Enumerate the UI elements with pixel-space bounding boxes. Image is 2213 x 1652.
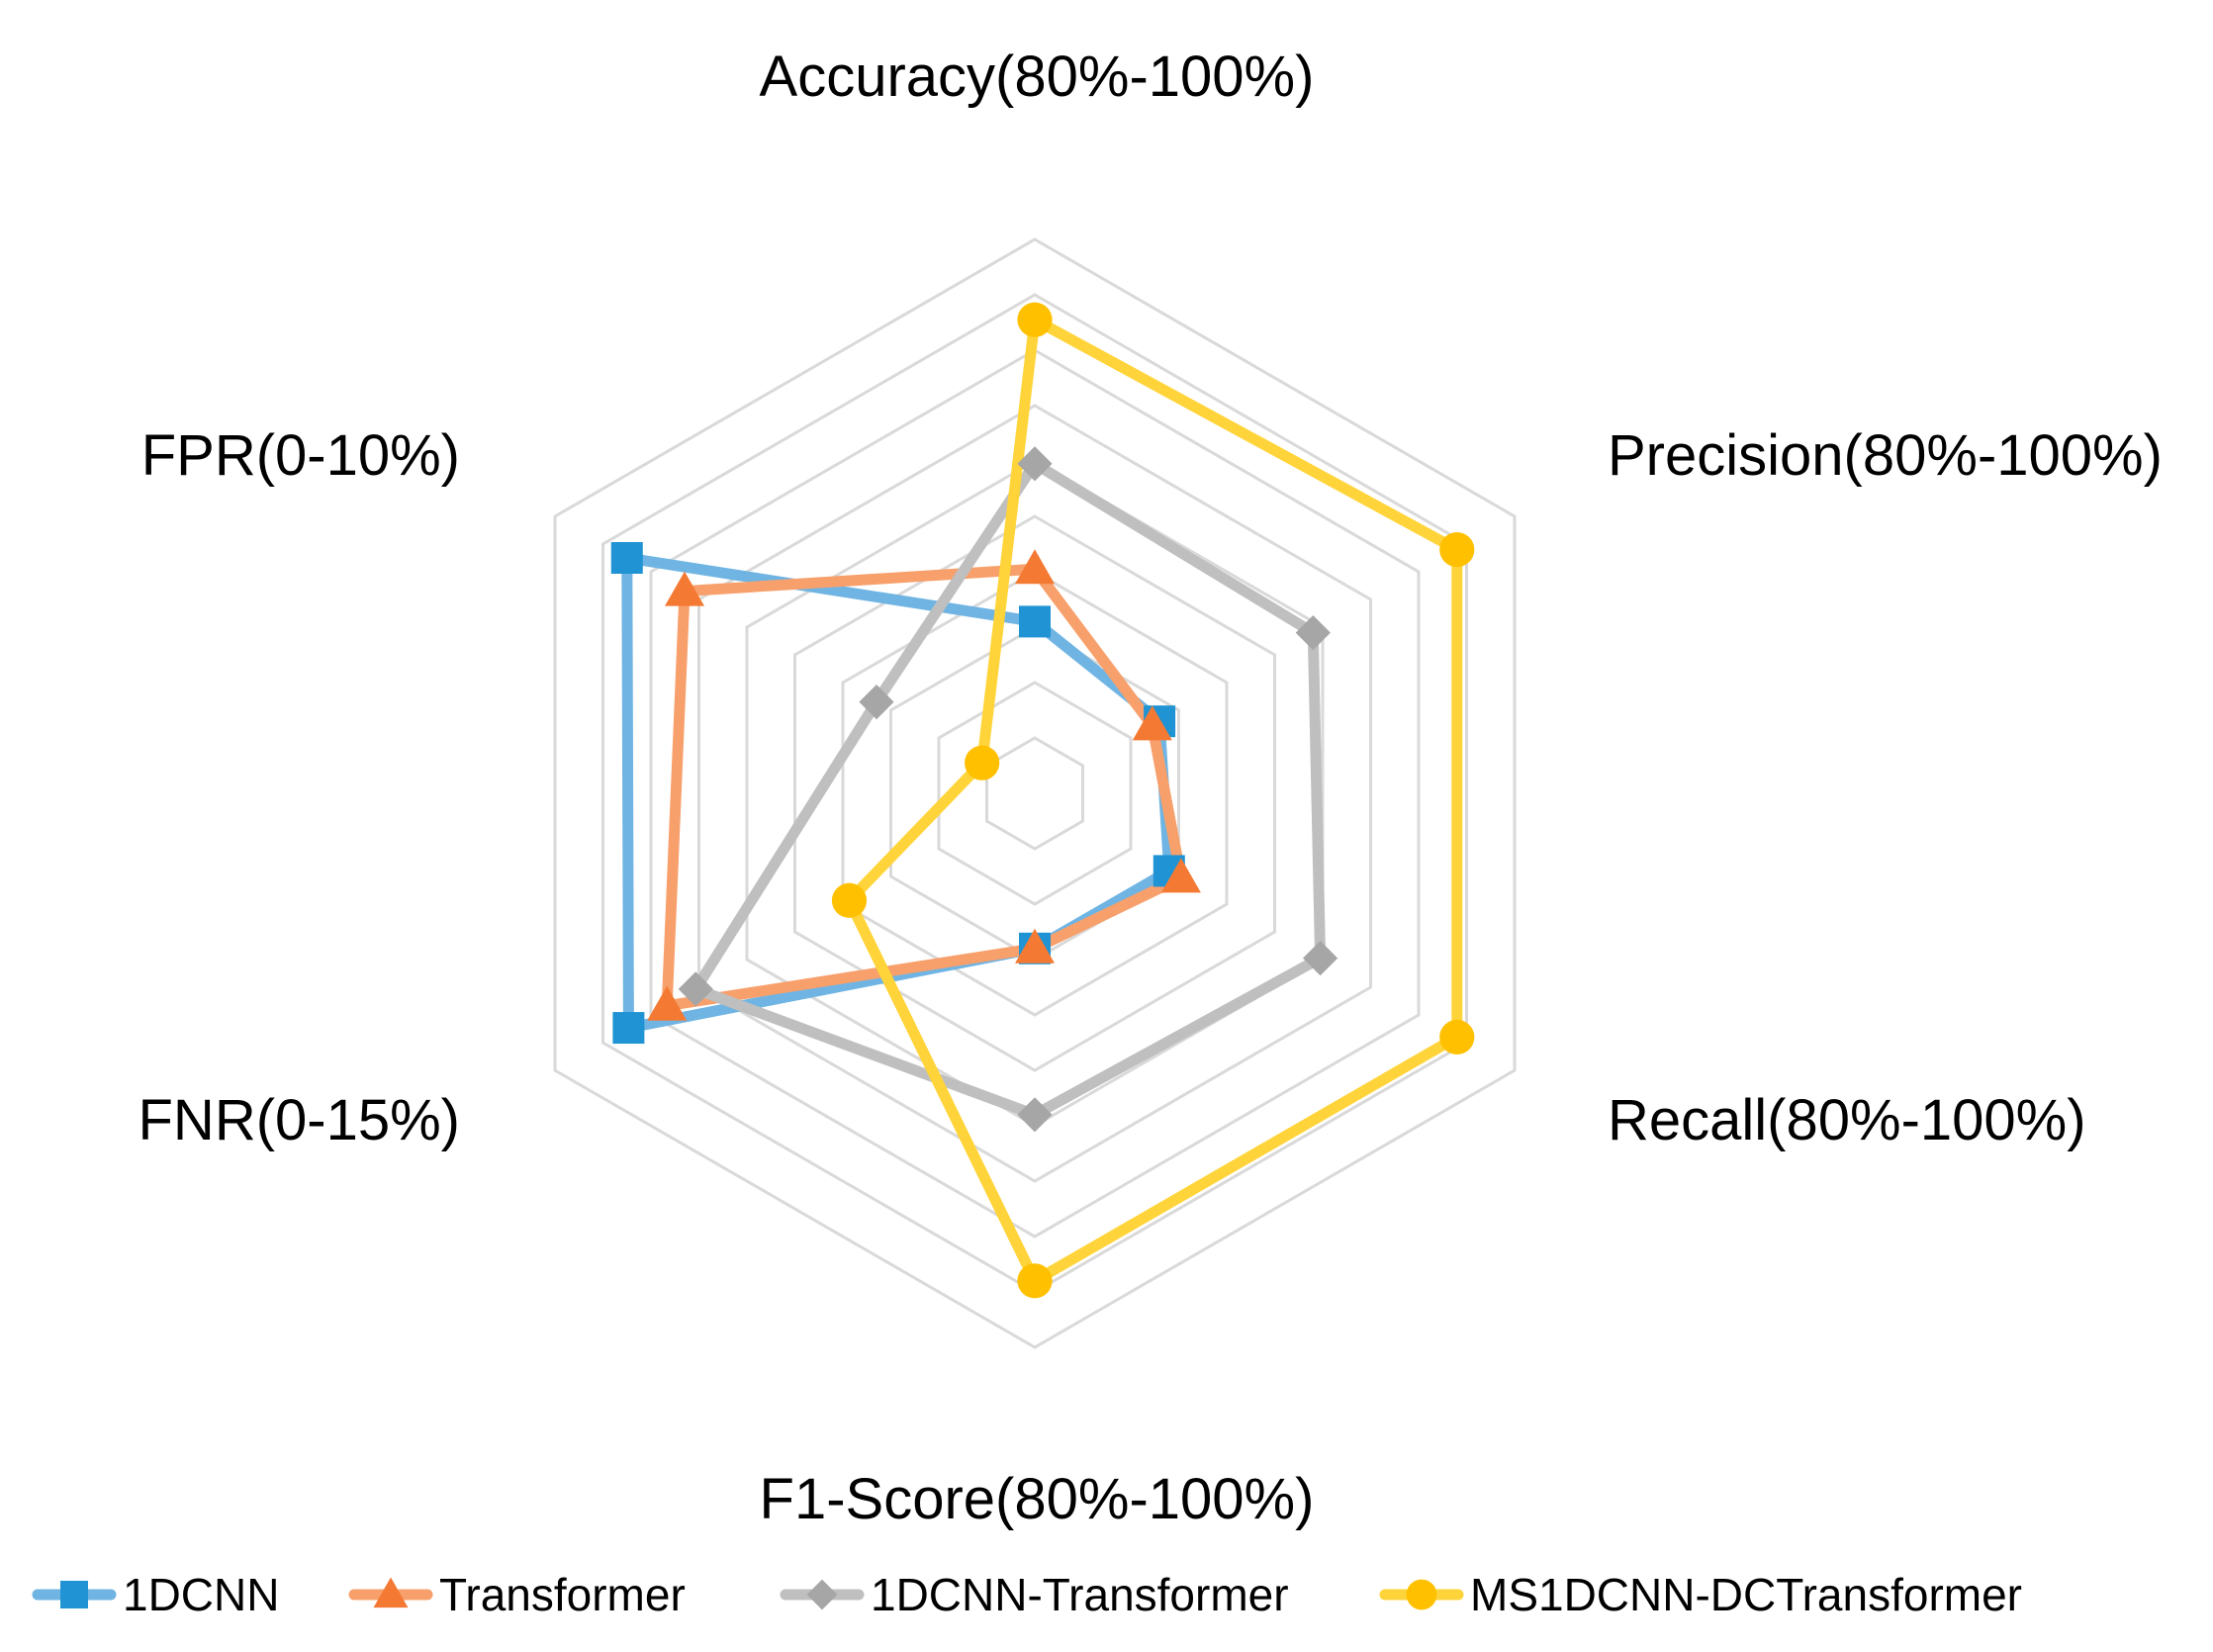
data-point-ms1dcnn-dctransformer-recall bbox=[1439, 1019, 1475, 1055]
legend-label-1dcnn-transformer: 1DCNN-Transformer bbox=[871, 1569, 1289, 1620]
grid-ring-1 bbox=[985, 736, 1084, 851]
axis-label-fnr: FNR(0-15%) bbox=[138, 1088, 461, 1152]
data-point-transformer-accuracy bbox=[1015, 549, 1055, 585]
data-point-transformer-f1-score bbox=[1015, 928, 1055, 964]
axis-label-accuracy: Accuracy(80%-100%) bbox=[760, 45, 1315, 109]
axis-label-precision: Precision(80%-100%) bbox=[1608, 423, 2163, 488]
grid-ring-7 bbox=[697, 404, 1372, 1183]
legend-label-ms1dcnn-dctransformer: MS1DCNN-DCTransformer bbox=[1470, 1569, 2022, 1620]
data-point-ms1dcnn-dctransformer-fnr bbox=[831, 882, 868, 918]
data-point-transformer-fnr bbox=[647, 985, 688, 1021]
grid-ring-9 bbox=[601, 293, 1468, 1294]
legend-label-transformer: Transformer bbox=[439, 1569, 686, 1620]
data-point-transformer-fpr bbox=[665, 571, 704, 606]
grid-ring-10 bbox=[553, 237, 1517, 1349]
data-point-transformer-precision bbox=[1132, 705, 1172, 741]
legend-symbol-transformer bbox=[373, 1577, 409, 1608]
data-point-1dcnn-fnr bbox=[612, 1012, 645, 1045]
data-point-transformer-recall bbox=[1160, 858, 1201, 893]
legend-symbol-1dcnn bbox=[60, 1581, 88, 1608]
data-point-1dcnn-transformer-accuracy bbox=[1017, 446, 1053, 482]
data-point-ms1dcnn-dctransformer-fpr bbox=[965, 745, 1000, 780]
data-point-1dcnn-transformer-fnr bbox=[678, 971, 713, 1007]
data-point-1dcnn-fpr bbox=[610, 542, 643, 574]
radar-grid bbox=[553, 237, 1517, 1349]
data-point-ms1dcnn-dctransformer-accuracy bbox=[1017, 302, 1053, 337]
grid-ring-5 bbox=[793, 514, 1276, 1072]
grid-ring-2 bbox=[937, 681, 1133, 906]
data-point-1dcnn-transformer-precision bbox=[1295, 615, 1331, 651]
legend-symbol-ms1dcnn-dctransformer bbox=[1406, 1579, 1437, 1610]
data-point-1dcnn-transformer-fpr bbox=[859, 685, 894, 720]
series-line-1dcnn bbox=[621, 552, 1175, 1034]
data-point-1dcnn-transformer-f1-score bbox=[1017, 1097, 1053, 1133]
grid-ring-3 bbox=[889, 625, 1180, 962]
legend-item-transformer: Transformer bbox=[348, 1569, 686, 1620]
axis-label-recall: Recall(80%-100%) bbox=[1608, 1088, 2086, 1152]
legend-marker-1dcnn bbox=[60, 1581, 88, 1608]
data-point-ms1dcnn-dctransformer-precision bbox=[1439, 532, 1475, 568]
axis-label-f1-score: F1-Score(80%-100%) bbox=[760, 1467, 1315, 1531]
data-point-ms1dcnn-dctransformer-f1-score bbox=[1017, 1263, 1053, 1299]
legend-label-1dcnn: 1DCNN bbox=[123, 1569, 279, 1620]
legend-item-1dcnn: 1DCNN bbox=[32, 1569, 279, 1620]
grid-ring-4 bbox=[841, 570, 1229, 1017]
grid-ring-8 bbox=[649, 348, 1421, 1239]
legend-symbol-1dcnn-transformer bbox=[806, 1579, 838, 1610]
series-line-ms1dcnn-dctransformer bbox=[844, 314, 1463, 1287]
axis-label-fpr: FPR(0-10%) bbox=[141, 423, 460, 488]
legend-item-1dcnn-transformer: 1DCNN-Transformer bbox=[780, 1569, 1289, 1620]
legend-marker-ms1dcnn-dctransformer bbox=[1406, 1579, 1437, 1610]
legend-item-ms1dcnn-dctransformer: MS1DCNN-DCTransformer bbox=[1379, 1569, 2022, 1620]
legend-marker-1dcnn-transformer bbox=[806, 1579, 838, 1610]
series-markers bbox=[610, 302, 1475, 1299]
legend: 1DCNN Transformer 1DCNN-Transformer MS1D… bbox=[32, 1569, 2022, 1620]
legend-marker-transformer bbox=[373, 1577, 409, 1608]
data-point-1dcnn-transformer-recall bbox=[1303, 941, 1338, 976]
data-point-1dcnn-accuracy bbox=[1019, 605, 1051, 638]
